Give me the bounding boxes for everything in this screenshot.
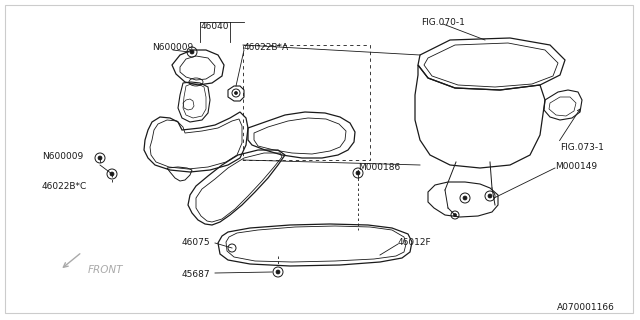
Text: 46040: 46040	[201, 22, 229, 31]
Circle shape	[110, 172, 114, 176]
Circle shape	[488, 194, 492, 198]
Text: M000149: M000149	[555, 162, 597, 171]
Circle shape	[276, 270, 280, 274]
Text: FIG.073-1: FIG.073-1	[560, 143, 604, 152]
Text: FRONT: FRONT	[87, 265, 123, 275]
Text: 45687: 45687	[181, 270, 210, 279]
Text: N600009: N600009	[152, 43, 194, 52]
Text: A070001166: A070001166	[557, 303, 615, 312]
Circle shape	[98, 156, 102, 160]
Text: 46075: 46075	[181, 238, 210, 247]
Circle shape	[356, 171, 360, 175]
Text: M000186: M000186	[358, 163, 400, 172]
Circle shape	[463, 196, 467, 200]
Text: 46022B*C: 46022B*C	[42, 182, 87, 191]
Circle shape	[234, 92, 237, 94]
Text: 46022B*A: 46022B*A	[244, 43, 289, 52]
Text: N600009: N600009	[42, 152, 83, 161]
Text: FIG.070-1: FIG.070-1	[421, 18, 465, 27]
Circle shape	[190, 50, 194, 54]
Text: 46012F: 46012F	[398, 238, 431, 247]
Circle shape	[454, 213, 456, 217]
